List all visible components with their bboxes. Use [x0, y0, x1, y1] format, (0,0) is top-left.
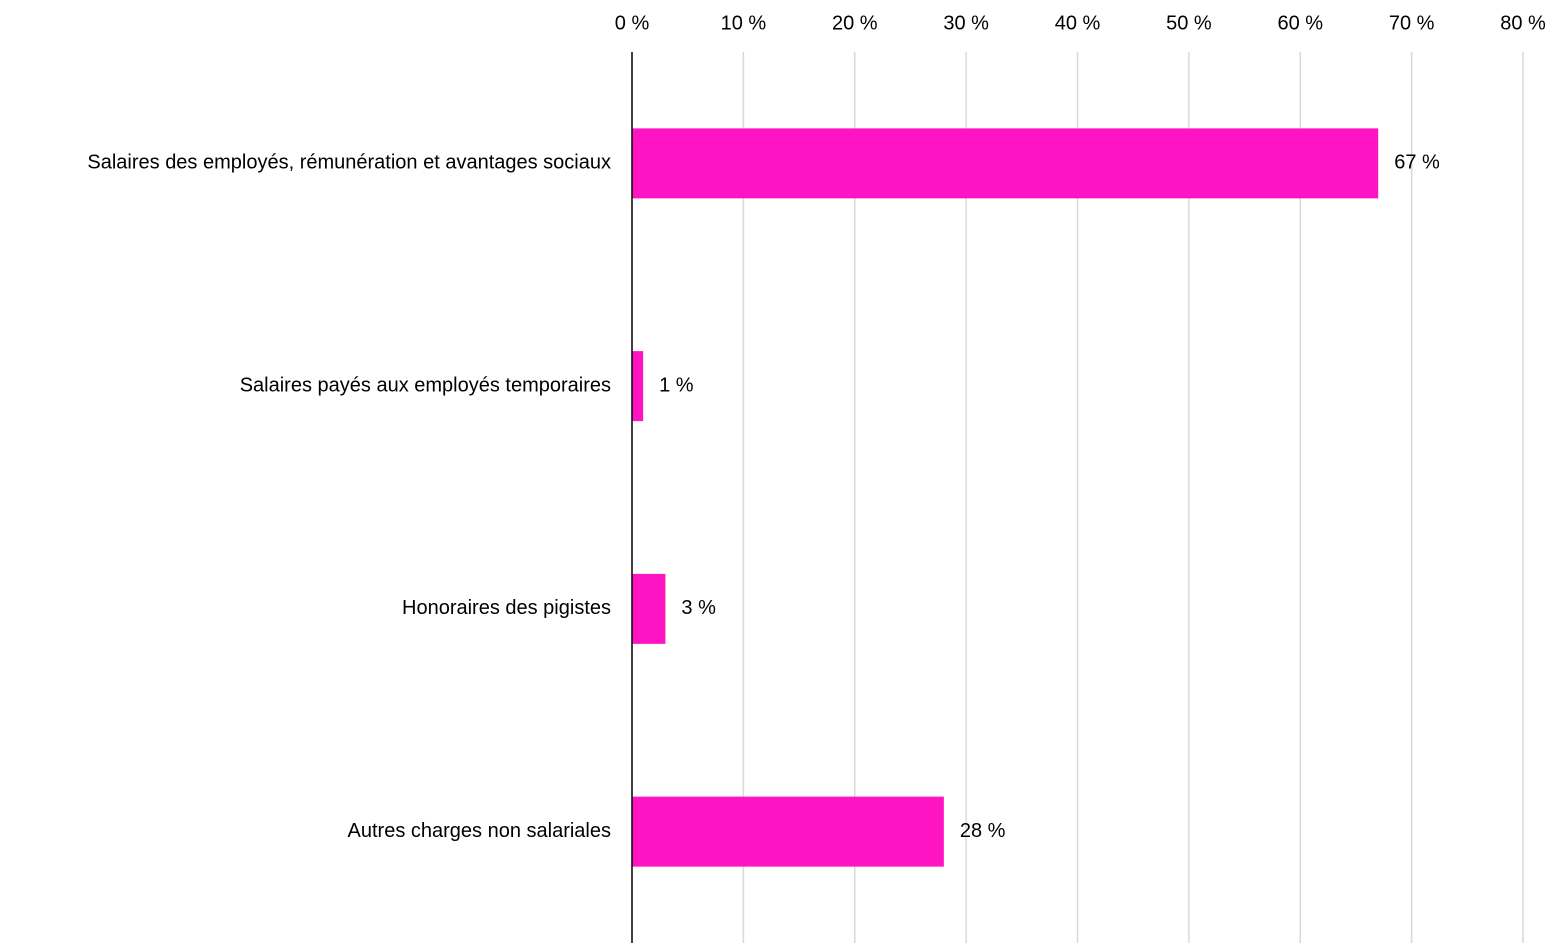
- category-label: Salaires payés aux employés temporaires: [240, 374, 611, 396]
- value-label: 1 %: [659, 374, 694, 396]
- category-label: Autres charges non salariales: [348, 820, 611, 842]
- x-tick-label: 0 %: [615, 12, 650, 34]
- bar: [632, 351, 644, 422]
- x-tick-label: 30 %: [943, 12, 989, 34]
- category-label: Salaires des employés, rémunération et a…: [87, 152, 611, 174]
- x-tick-label: 40 %: [1055, 12, 1101, 34]
- value-label: 67 %: [1394, 152, 1440, 174]
- x-tick-label: 60 %: [1277, 12, 1323, 34]
- category-label: Honoraires des pigistes: [402, 597, 611, 619]
- x-tick-label: 20 %: [832, 12, 878, 34]
- bar: [632, 128, 1379, 199]
- value-label: 28 %: [960, 820, 1006, 842]
- x-tick-label: 80 %: [1500, 12, 1546, 34]
- x-tick-label: 50 %: [1166, 12, 1212, 34]
- bar: [632, 796, 944, 867]
- bar: [632, 573, 666, 644]
- value-label: 3 %: [681, 597, 716, 619]
- x-tick-label: 10 %: [721, 12, 767, 34]
- x-tick-label: 70 %: [1389, 12, 1435, 34]
